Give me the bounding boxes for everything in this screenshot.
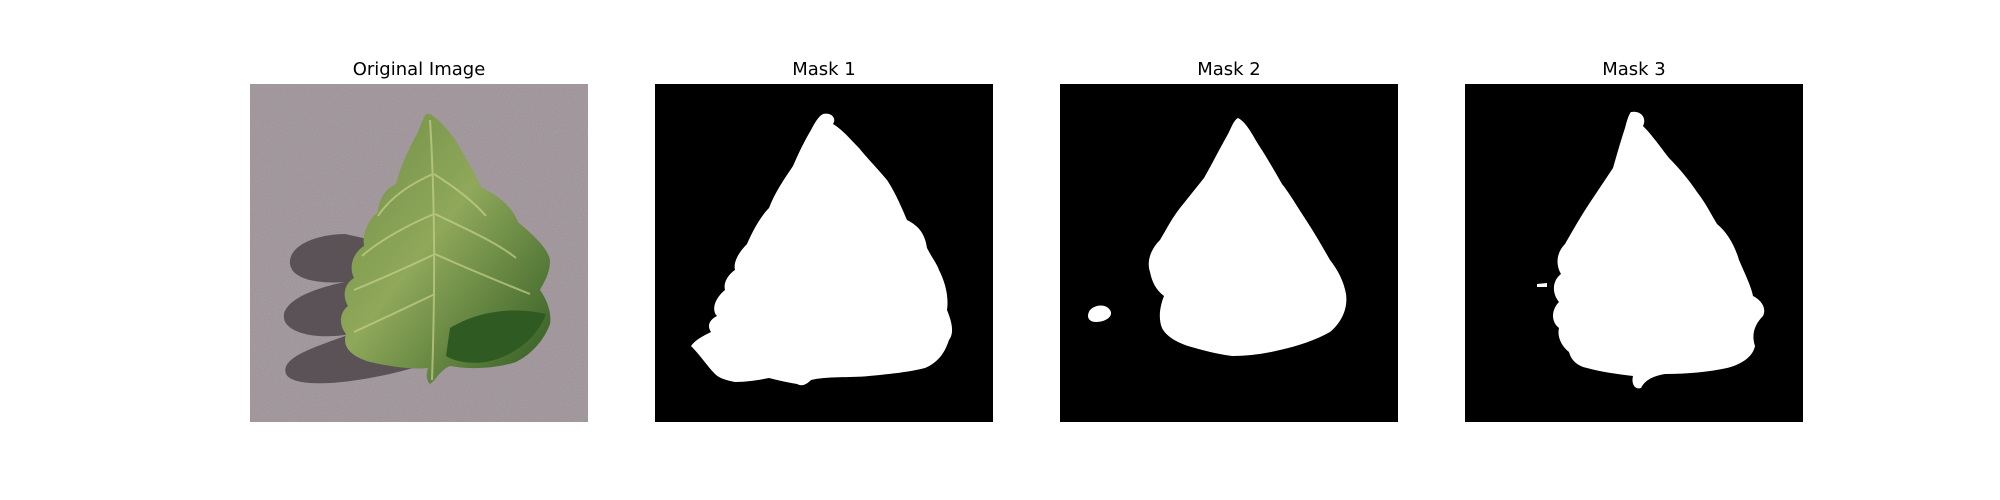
mask-2-panel — [1060, 84, 1398, 422]
mask-1-panel — [655, 84, 993, 422]
original-leaf-image — [250, 84, 588, 422]
leaf-veins — [353, 119, 531, 381]
mask-3-foreground — [1553, 111, 1765, 389]
mask-2-foreground — [1148, 118, 1347, 356]
mask-1-foreground — [691, 113, 953, 386]
mask-1-image — [655, 84, 993, 422]
mask-3-image — [1465, 84, 1803, 422]
mask-3-panel — [1465, 84, 1803, 422]
original-image-panel — [250, 84, 588, 422]
panel-title-original-image: Original Image — [352, 59, 486, 80]
mask-2-image — [1060, 84, 1398, 422]
mask-2-blob — [1088, 305, 1112, 322]
panel-title-mask-1: Mask 1 — [792, 59, 856, 80]
leaflet-dark — [446, 310, 546, 363]
panel-title-mask-3: Mask 3 — [1602, 59, 1666, 80]
panel-title-mask-2: Mask 2 — [1197, 59, 1261, 80]
mask-3-speck — [1537, 283, 1547, 287]
